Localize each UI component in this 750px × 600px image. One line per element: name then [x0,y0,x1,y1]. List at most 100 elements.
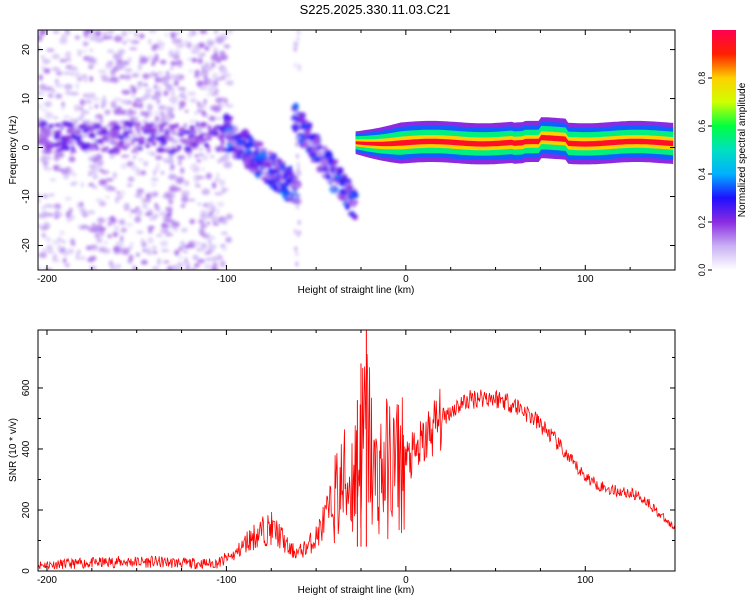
spectral-blob [202,245,206,252]
spectral-blob [74,71,81,79]
spectral-blob [219,133,225,139]
spectral-blob [155,155,163,161]
spectral-blob [163,90,169,97]
spectral-blob [151,45,157,52]
spectral-blob [68,207,73,214]
spectral-blob [156,162,160,170]
spectral-blob [151,266,160,270]
spectral-blob [64,196,72,201]
spectral-blob [177,128,186,133]
spectral-blob [149,30,157,33]
spectral-blob [243,129,248,134]
spectral-blob [72,181,78,186]
spectral-blob [45,140,50,146]
spectral-blob [131,74,139,78]
spectral-blob [91,222,96,228]
spectral-blob [293,229,297,235]
spectral-blob [74,129,82,134]
spectral-blob [225,130,234,137]
spectral-blob [95,198,104,203]
spectral-blob [142,73,150,80]
spectral-blob [195,184,201,188]
spectral-blob [46,48,55,52]
spectral-blob [117,263,121,268]
spectral-blob [298,193,302,199]
spectral-blob [201,188,211,196]
spectral-blob [73,118,78,125]
spectral-blob [349,200,353,206]
spectral-blob [153,191,159,197]
spectral-blob [140,125,146,131]
spectral-blob [184,141,192,146]
spectral-blob [57,244,62,252]
spectral-blob [338,193,347,201]
spectral-blob [53,216,60,219]
spectral-blob [237,138,244,147]
spectral-blob [201,234,207,237]
spectral-blob [174,49,180,56]
spectral-blob [168,173,177,180]
spectral-blob [83,32,89,39]
spectral-blob [151,141,157,146]
spectral-blob [140,238,145,246]
spectral-blob [291,123,300,131]
spectral-blob [89,106,93,110]
spectral-blob [89,76,93,82]
spectral-blob [208,115,216,122]
spectral-blob [153,84,158,89]
spectral-blob [62,121,70,127]
spectral-blob [102,185,110,189]
spectral-blob [97,159,104,167]
spectral-blob [124,74,132,81]
spectral-blob [186,263,190,270]
spectral-blob [133,155,136,159]
spectral-blob [151,182,157,187]
snr-x-axis: -200 -100 0 100 [37,330,676,586]
spectral-blob [185,42,190,47]
spectral-blob [211,236,215,240]
spectral-blob [59,230,65,235]
snr-y-tick-label: 0 [21,568,32,574]
spectral-blob [299,116,304,123]
spectral-blob [279,168,284,176]
spectral-blob [66,128,75,135]
spectral-blob [121,125,128,130]
spectral-blob [207,41,215,45]
spectral-blob [166,265,173,270]
spectral-blob [154,53,159,60]
spectral-blob [191,57,198,63]
spectral-blob [162,80,170,85]
spectral-blob [129,110,137,115]
spectral-blob [212,181,217,189]
spectral-blob [98,69,107,74]
spectral-blob [295,141,299,147]
spectral-blob [264,179,272,185]
spectral-blob [223,98,228,105]
spectral-blob [154,115,160,123]
spectral-blob [51,67,61,71]
spectral-blob [171,221,180,228]
spectral-blob [38,198,41,203]
spectral-blob [302,139,306,147]
spectral-blob [178,105,182,111]
spectral-blob [89,259,94,263]
spectral-blob [42,160,49,166]
spectral-blob [94,30,102,37]
spectral-blob [196,247,203,252]
spectral-blob [39,252,47,259]
spectral-blob [325,150,332,157]
spectral-blob [95,146,100,151]
spectral-blob [149,216,157,221]
spectral-blob [183,96,187,100]
spectral-blob [152,58,159,62]
spectral-blob [108,188,118,192]
spectral-blob [205,257,211,261]
spectral-blob [159,43,165,47]
spectral-blob [197,102,202,108]
spectrogram-y-tick-label: 10 [21,93,32,105]
spectral-blob [38,91,46,97]
spectral-blob [54,123,62,128]
spectral-blob [155,131,161,136]
spectral-blob [192,241,202,246]
spectral-blob [183,123,187,128]
